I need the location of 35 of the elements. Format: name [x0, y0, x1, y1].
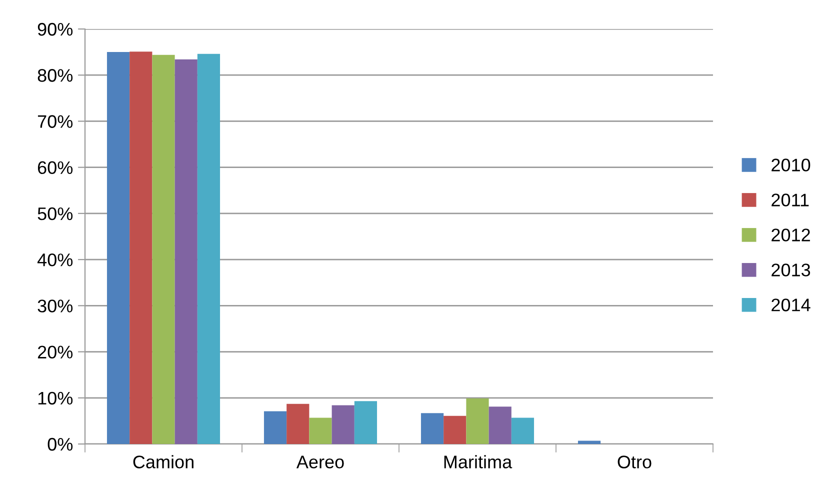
- bar: [174, 59, 198, 444]
- bar: [488, 406, 512, 444]
- legend-label: 2011: [772, 194, 809, 206]
- y-tick-label: 50%: [38, 207, 73, 220]
- x-tick-label: Aereo: [296, 456, 344, 468]
- bar: [332, 405, 354, 444]
- legend-label: 2013: [772, 264, 810, 276]
- bar: [130, 52, 152, 444]
- legend-label: 2014: [772, 298, 810, 312]
- bar: [420, 413, 444, 444]
- y-tick-label: 60%: [38, 161, 73, 174]
- bar: [152, 54, 175, 444]
- bar: [354, 401, 378, 444]
- bar: [106, 52, 130, 444]
- y-tick-label: 70%: [38, 115, 73, 128]
- legend-label: 2010: [772, 158, 810, 172]
- x-tick-label: Otro: [618, 456, 652, 468]
- bar: [286, 404, 310, 444]
- y-tick-label: 10%: [38, 392, 73, 405]
- x-tick-label: Camion: [133, 455, 194, 468]
- x-tick-label: Maritima: [444, 455, 512, 468]
- bar: [309, 418, 332, 444]
- y-tick-label: 90%: [38, 22, 73, 36]
- bar: [264, 411, 287, 444]
- y-tick-label: 0%: [48, 438, 73, 451]
- legend-label: 2012: [772, 228, 810, 242]
- bar: [511, 418, 534, 444]
- y-tick-label: 20%: [38, 346, 73, 358]
- y-tick-label: 40%: [37, 253, 73, 266]
- bar: [578, 440, 601, 444]
- y-tick-label: 30%: [38, 300, 73, 312]
- bar: [466, 398, 489, 444]
- y-tick-label: 80%: [38, 69, 73, 82]
- bar: [197, 54, 220, 444]
- bar: [444, 416, 466, 444]
